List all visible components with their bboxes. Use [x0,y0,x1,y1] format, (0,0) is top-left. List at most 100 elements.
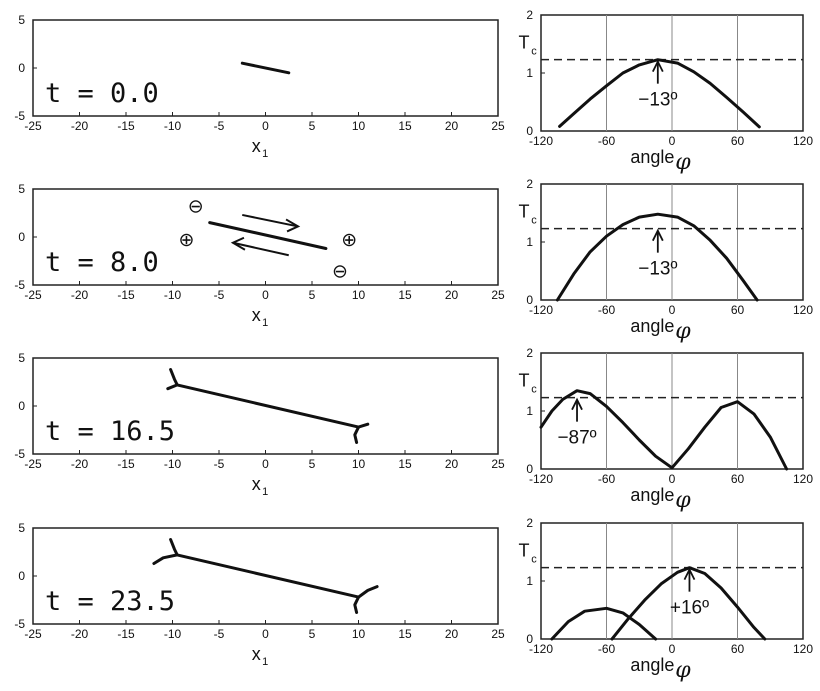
x-tick-label: -20 [71,627,89,641]
x-tick-label: 120 [793,472,813,486]
peak-arrowhead [683,567,696,581]
x-tick-label: -10 [164,627,182,641]
stress-curve [539,389,674,470]
x-axis-label: x [252,305,261,325]
x-tick-label: 10 [352,288,366,302]
time-label: t = 0.0 [45,78,159,109]
x-axis-label: angle [630,655,674,675]
x-tick-label: 60 [731,134,745,148]
position-panel-2: -25 -20 -15 -10 -5 0 5 10 15 20 25 5 0 -5 x 1 t = 8.0 ⊖ ⊕ ⊕… [14,182,505,329]
x-tick-label: 5 [309,627,316,641]
threshold-label-subscript: c [531,554,537,566]
x-tick-label: 60 [731,642,745,656]
y-tick-label: 5 [18,13,25,27]
threshold-label: T [519,202,530,222]
negative-charge-symbol: ⊖ [332,262,348,283]
peak-angle-label: −13º [638,259,677,280]
positive-charge-symbol: ⊕ [341,230,357,251]
object-segment [353,595,360,614]
stress-curve [555,212,759,302]
object-segment [169,368,179,387]
position-panel-3: -25 -20 -15 -10 -5 0 5 10 15 20 25 5 0 -5 x 1 t = 16.5 [14,351,505,498]
y-tick-label: 1 [526,66,533,80]
x-tick-label: -5 [214,457,225,471]
object-segment [357,422,370,429]
x-tick-label: -60 [598,303,616,317]
x-axis-symbol-phi: φ [675,319,691,344]
x-tick-label: -15 [117,288,135,302]
x-tick-label: -60 [598,642,616,656]
object-segment [152,553,179,565]
x-tick-label: 120 [793,642,813,656]
y-tick-label: 0 [526,124,533,138]
x-tick-label: 0 [669,472,676,486]
y-tick-label: 0 [18,61,25,75]
threshold-label-subscript: c [531,46,537,58]
y-tick-label: -5 [14,109,25,123]
x-tick-label: -5 [214,119,225,133]
position-panel-4: -25 -20 -15 -10 -5 0 5 10 15 20 25 5 0 -5 x 1 t = 23.5 [14,521,505,668]
x-tick-label: 5 [309,457,316,471]
x-tick-label: -120 [529,472,553,486]
x-tick-label: 20 [445,457,459,471]
x-axis-label-subscript: 1 [262,148,268,160]
x-tick-label: 0 [669,303,676,317]
motion-arrowhead [285,218,301,233]
object-segment [208,221,328,250]
object-segment [175,553,360,599]
x-tick-label: -60 [598,472,616,486]
y-tick-label: 0 [18,399,25,413]
angle-panel-3: -120 -60 0 60 120 2 1 0 T c angle φ −87º [519,346,814,513]
stress-curve [610,566,767,641]
x-axis-label: angle [630,147,674,167]
x-tick-label: -20 [71,457,89,471]
x-axis-symbol-phi: φ [675,658,691,683]
x-tick-label: -25 [24,627,42,641]
x-tick-label: -15 [117,119,135,133]
threshold-label: T [519,541,530,561]
x-axis-label: angle [630,485,674,505]
y-tick-label: 5 [18,182,25,196]
x-tick-label: 10 [352,627,366,641]
x-tick-label: -15 [117,627,135,641]
position-panel-1: -25 -20 -15 -10 -5 0 5 10 15 20 25 5 0 -5 x 1 t = 0.0 [14,13,505,160]
object-segment [357,585,379,599]
x-tick-label: 10 [352,457,366,471]
angle-panel-2: -120 -60 0 60 120 2 1 0 T c angle φ −13º [519,177,814,344]
x-axis-label: x [252,136,261,156]
peak-arrowhead [571,397,583,411]
x-tick-label: -5 [214,288,225,302]
x-axis-label: x [252,474,261,494]
x-axis-symbol-phi: φ [675,150,691,175]
y-tick-label: 0 [526,462,533,476]
x-tick-label: 60 [731,472,745,486]
angle-panel-1: -120 -60 0 60 120 2 1 0 T c angle φ −13º [519,8,814,175]
peak-arrowhead [652,59,664,73]
y-tick-label: 1 [526,235,533,249]
x-tick-label: 20 [445,627,459,641]
peak-arrowhead [652,228,664,242]
x-tick-label: -10 [164,288,182,302]
x-tick-label: 5 [309,288,316,302]
x-tick-label: 0 [262,288,269,302]
object-segment [169,538,179,557]
threshold-label: T [519,33,530,53]
y-tick-label: 1 [526,404,533,418]
x-axis-label-subscript: 1 [262,486,268,498]
x-tick-label: 20 [445,119,459,133]
y-tick-label: 0 [18,569,25,583]
x-tick-label: 15 [398,627,412,641]
stress-curve [550,606,658,641]
x-tick-label: -20 [71,288,89,302]
x-tick-label: -10 [164,119,182,133]
x-tick-label: -20 [71,119,89,133]
angle-panel-4: -120 -60 0 60 120 2 1 0 T c angle φ +16º [519,516,814,683]
y-tick-label: 2 [526,8,533,22]
time-label: t = 16.5 [45,416,175,447]
x-tick-label: 25 [491,119,505,133]
peak-angle-label: −13º [638,90,677,111]
x-tick-label: -5 [214,627,225,641]
x-tick-label: 0 [669,134,676,148]
y-tick-label: 0 [526,632,533,646]
